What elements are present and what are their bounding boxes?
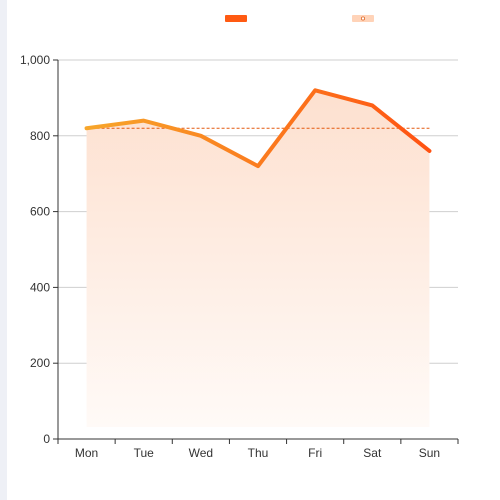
y-tick-label: 200 (30, 356, 50, 370)
axes (57, 60, 458, 440)
y-axis-ticks: 0 200 400 600 800 1,000 (20, 53, 58, 446)
legend-item-1[interactable] (225, 15, 247, 22)
x-tick-label: Wed (189, 446, 213, 460)
area-shape (86, 90, 430, 427)
x-tick-label: Sat (363, 446, 382, 460)
data-point-tue[interactable] (140, 117, 148, 125)
data-point-fri[interactable] (311, 86, 319, 94)
legend-swatch-2-dot (360, 16, 365, 21)
x-tick-label: Sun (419, 446, 440, 460)
x-tick-label: Tue (134, 446, 155, 460)
legend-item-2[interactable] (352, 15, 374, 22)
y-tick-label: 800 (30, 129, 50, 143)
data-point-thu[interactable] (254, 162, 262, 170)
data-point-mon[interactable] (83, 124, 91, 132)
x-tick-label: Fri (308, 446, 322, 460)
data-point-sat[interactable] (368, 101, 376, 109)
left-edge-strip (0, 0, 7, 500)
x-tick-label: Mon (75, 446, 98, 460)
data-point-wed[interactable] (197, 132, 205, 140)
legend (225, 15, 374, 22)
legend-swatch-1 (225, 15, 247, 22)
x-axis-ticks: Mon Tue Wed Thu Fri Sat Sun (57, 439, 459, 460)
series-line-path[interactable] (84, 88, 432, 169)
x-tick-label: Thu (248, 446, 269, 460)
series-line (83, 86, 433, 170)
y-tick-label: 400 (30, 280, 50, 294)
y-tick-label: 1,000 (20, 53, 50, 67)
data-point-sun[interactable] (425, 147, 433, 155)
y-tick-label: 0 (43, 432, 50, 446)
y-tick-label: 600 (30, 205, 50, 219)
area-fill (86, 90, 430, 427)
